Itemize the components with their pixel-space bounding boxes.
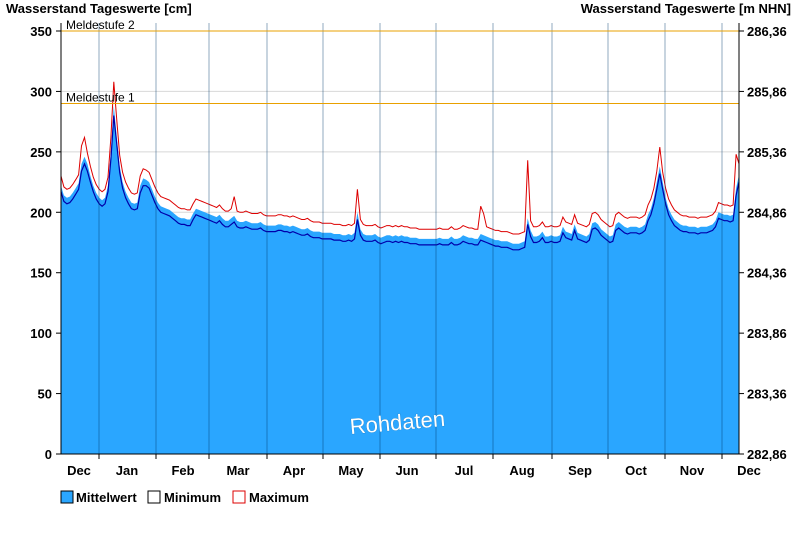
y-tick-label: 100 (30, 326, 52, 341)
y-tick-label: 250 (30, 145, 52, 160)
right-axis-title: Wasserstand Tageswerte [m NHN] (581, 1, 791, 16)
series-line-minimum (60, 115, 740, 251)
x-axis: Dec Jan Feb Mar Apr May Jun Jul Aug Sep Oct Nov Dec (67, 454, 761, 478)
x-tick-label: Apr (283, 463, 305, 478)
y-tick-label: 150 (30, 266, 52, 281)
y-tick-label: 300 (30, 84, 52, 99)
y-tick-label: 0 (45, 447, 52, 462)
left-axis-title: Wasserstand Tageswerte [cm] (6, 1, 192, 16)
x-tick-label: Sep (568, 463, 592, 478)
y-right-tick-label: 285,86 (747, 84, 787, 99)
legend-label-mittelwert: Mittelwert (76, 490, 137, 505)
x-tick-label: Oct (625, 463, 647, 478)
x-tick-label: Nov (680, 463, 705, 478)
x-tick-label: Mar (226, 463, 249, 478)
y-tick-label: 200 (30, 205, 52, 220)
threshold-label: Meldestufe 2 (66, 18, 135, 32)
x-tick-label: Jan (116, 463, 138, 478)
x-tick-label: May (338, 463, 364, 478)
threshold-lines: Meldestufe 1 Meldestufe 2 (61, 18, 739, 105)
y-right-tick-label: 282,86 (747, 447, 787, 462)
series-line-maximum (60, 81, 740, 235)
x-tick-label: Jul (455, 463, 474, 478)
y-right-tick-label: 284,36 (747, 266, 787, 281)
y-right-tick-label: 284,86 (747, 205, 787, 220)
y-right-tick-label: 286,36 (747, 24, 787, 39)
y-axis-left: 0 50 100 150 200 250 300 350 (30, 24, 61, 462)
x-tick-label: Feb (171, 463, 194, 478)
series-layer (60, 81, 740, 455)
legend-label-minimum: Minimum (164, 490, 221, 505)
x-tick-label: Aug (509, 463, 534, 478)
x-tick-label: Dec (737, 463, 761, 478)
month-dividers (98, 23, 723, 454)
y-axis-right: 282,86 283,36 283,86 284,36 284,86 285,36 285,… (739, 24, 787, 462)
series-area-mittelwert (61, 105, 739, 455)
x-tick-label: Dec (67, 463, 91, 478)
y-tick-label: 50 (38, 387, 52, 402)
legend-label-maximum: Maximum (249, 490, 309, 505)
legend-swatch-maximum (232, 490, 246, 504)
y-tick-label: 350 (30, 24, 52, 39)
legend-swatch-mittelwert (60, 490, 74, 504)
y-right-tick-label: 283,86 (747, 326, 787, 341)
legend-swatch-minimum (147, 490, 161, 504)
x-tick-label: Jun (395, 463, 418, 478)
y-right-tick-label: 285,36 (747, 145, 787, 160)
legend: Mittelwert Minimum Maximum (60, 490, 309, 505)
y-right-tick-label: 283,36 (747, 387, 787, 402)
threshold-label: Meldestufe 1 (66, 91, 135, 105)
